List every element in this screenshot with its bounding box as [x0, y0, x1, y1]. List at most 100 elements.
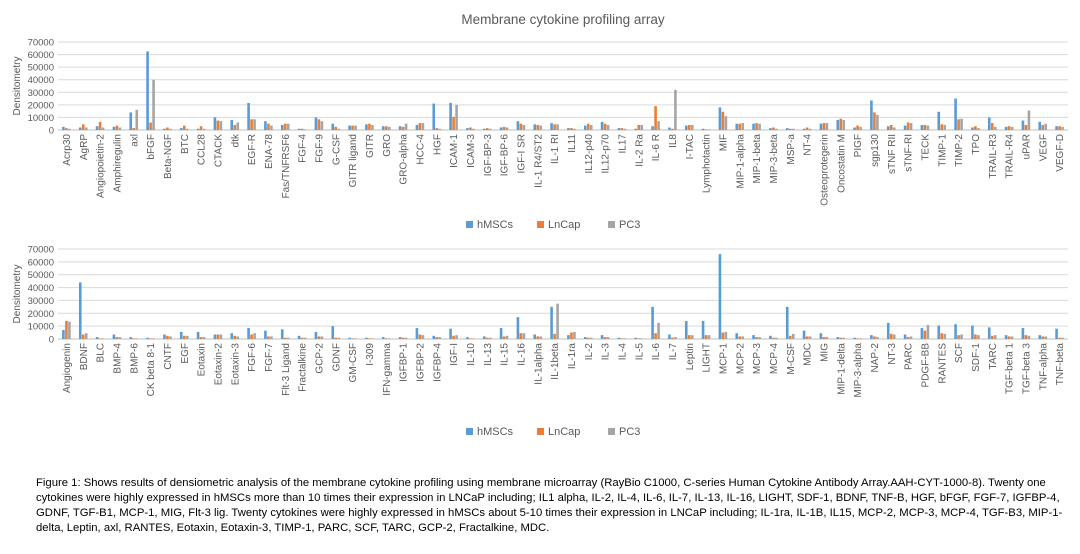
bar-lncap — [166, 127, 169, 130]
x-tick-label: HCC-4 — [415, 134, 426, 165]
bar-hmscs — [718, 254, 722, 339]
bar-lncap — [889, 124, 893, 130]
bar-pc3 — [219, 121, 223, 130]
x-tick-label: MIP-3-beta — [769, 134, 780, 184]
bar-pc3 — [68, 128, 71, 130]
x-tick-label: Fractalkine — [298, 343, 309, 392]
bar-hmscs — [735, 333, 739, 339]
bar-pc3 — [1044, 123, 1048, 130]
bar-hmscs — [651, 126, 654, 130]
x-tick-label: I-309 — [365, 343, 376, 366]
legend-swatch-pc3 — [608, 428, 615, 435]
y-tick-label: 60000 — [28, 50, 54, 61]
bar-pc3 — [589, 337, 593, 339]
bar-lncap — [654, 333, 657, 339]
x-tick-label: TECK — [920, 134, 931, 161]
bar-pc3 — [775, 128, 778, 130]
bar-lncap — [98, 121, 102, 130]
bar-hmscs — [381, 126, 385, 130]
x-tick-label: MIF — [718, 134, 729, 151]
x-tick-label: GRO — [382, 134, 393, 157]
bar-hmscs — [1021, 328, 1025, 339]
bar-lncap — [452, 116, 455, 130]
bar-hmscs — [752, 335, 755, 339]
bar-hmscs — [819, 123, 823, 130]
bar-hmscs — [870, 335, 873, 339]
bar-hmscs — [516, 121, 520, 130]
bar-lncap — [485, 337, 489, 339]
bar-lncap — [182, 125, 186, 130]
x-tick-label: BTC — [180, 134, 191, 154]
x-tick-label: sTNF RII — [887, 134, 898, 174]
x-tick-label: IL-4 — [617, 343, 628, 361]
bar-pc3 — [152, 338, 155, 339]
x-tick-label: IL-13 — [483, 343, 494, 366]
x-tick-label: IGFBP-2 — [415, 343, 426, 382]
bar-pc3 — [1027, 110, 1031, 130]
bar-hmscs — [499, 127, 503, 130]
bar-hmscs — [550, 123, 553, 130]
x-tick-label: IL-2 Ra — [634, 134, 645, 167]
bar-pc3 — [741, 123, 745, 130]
x-tick-label: Eotaxin-3 — [230, 343, 241, 386]
bar-lncap — [401, 337, 405, 339]
bar-pc3 — [825, 123, 829, 130]
bar-hmscs — [634, 128, 638, 130]
bar-lncap — [81, 334, 85, 339]
x-tick-label: NT-4 — [803, 134, 814, 156]
x-tick-label: IL-1 RI — [550, 134, 561, 164]
bar-lncap — [519, 123, 523, 130]
bar-lncap — [704, 129, 708, 130]
bar-pc3 — [337, 337, 341, 339]
x-tick-label: TNF-beta — [1055, 343, 1066, 386]
bar-pc3 — [943, 124, 947, 130]
y-tick-label: 20000 — [28, 309, 54, 320]
bar-lncap — [873, 336, 876, 339]
bar-lncap — [889, 333, 893, 339]
bar-lncap — [115, 125, 119, 130]
bar-lncap — [805, 127, 809, 130]
bar-pc3 — [1027, 335, 1031, 339]
x-tick-label: Beta-NGF — [163, 134, 174, 179]
x-tick-label: VEGF-D — [1055, 134, 1066, 172]
bar-hmscs — [1055, 328, 1058, 339]
bar-hmscs — [903, 334, 907, 339]
bar-lncap — [351, 338, 354, 339]
bar-hmscs — [381, 337, 385, 339]
x-tick-label: NAP-2 — [870, 343, 881, 373]
bar-lncap — [536, 336, 540, 339]
bar-pc3 — [1061, 126, 1064, 130]
bar-pc3 — [690, 124, 694, 130]
bar-lncap — [839, 337, 843, 339]
bar-pc3 — [977, 128, 980, 130]
bar-pc3 — [876, 114, 879, 130]
bar-pc3 — [488, 337, 492, 339]
bar-hmscs — [247, 102, 250, 130]
x-tick-label: MCP-2 — [735, 343, 746, 375]
y-tick-label: 70000 — [28, 245, 54, 256]
bar-lncap — [755, 123, 758, 130]
bar-pc3 — [320, 121, 324, 130]
bar-hmscs — [550, 306, 553, 339]
bar-pc3 — [286, 337, 290, 339]
bar-lncap — [401, 126, 405, 130]
x-tick-label: IL12-p70 — [601, 134, 612, 174]
bar-lncap — [519, 333, 523, 339]
bar-hmscs — [179, 331, 183, 339]
x-tick-label: axl — [129, 134, 140, 147]
bar-lncap — [233, 124, 237, 130]
bar-hmscs — [1021, 120, 1025, 130]
bar-lncap — [974, 334, 977, 339]
bar-pc3 — [825, 337, 829, 339]
bar-hmscs — [398, 126, 402, 130]
x-tick-label: TNF-alpha — [1038, 343, 1049, 391]
bar-hmscs — [583, 125, 587, 130]
figure-caption: Figure 1: Shows results of densiometric … — [36, 477, 1063, 534]
y-tick-label: 70000 — [28, 38, 54, 49]
bar-hmscs — [651, 306, 654, 339]
bar-pc3 — [876, 337, 879, 339]
bar-pc3 — [135, 109, 139, 130]
bar-hmscs — [449, 328, 452, 339]
x-tick-label: LIGHT — [702, 343, 713, 372]
x-tick-label: MDC — [803, 343, 814, 366]
